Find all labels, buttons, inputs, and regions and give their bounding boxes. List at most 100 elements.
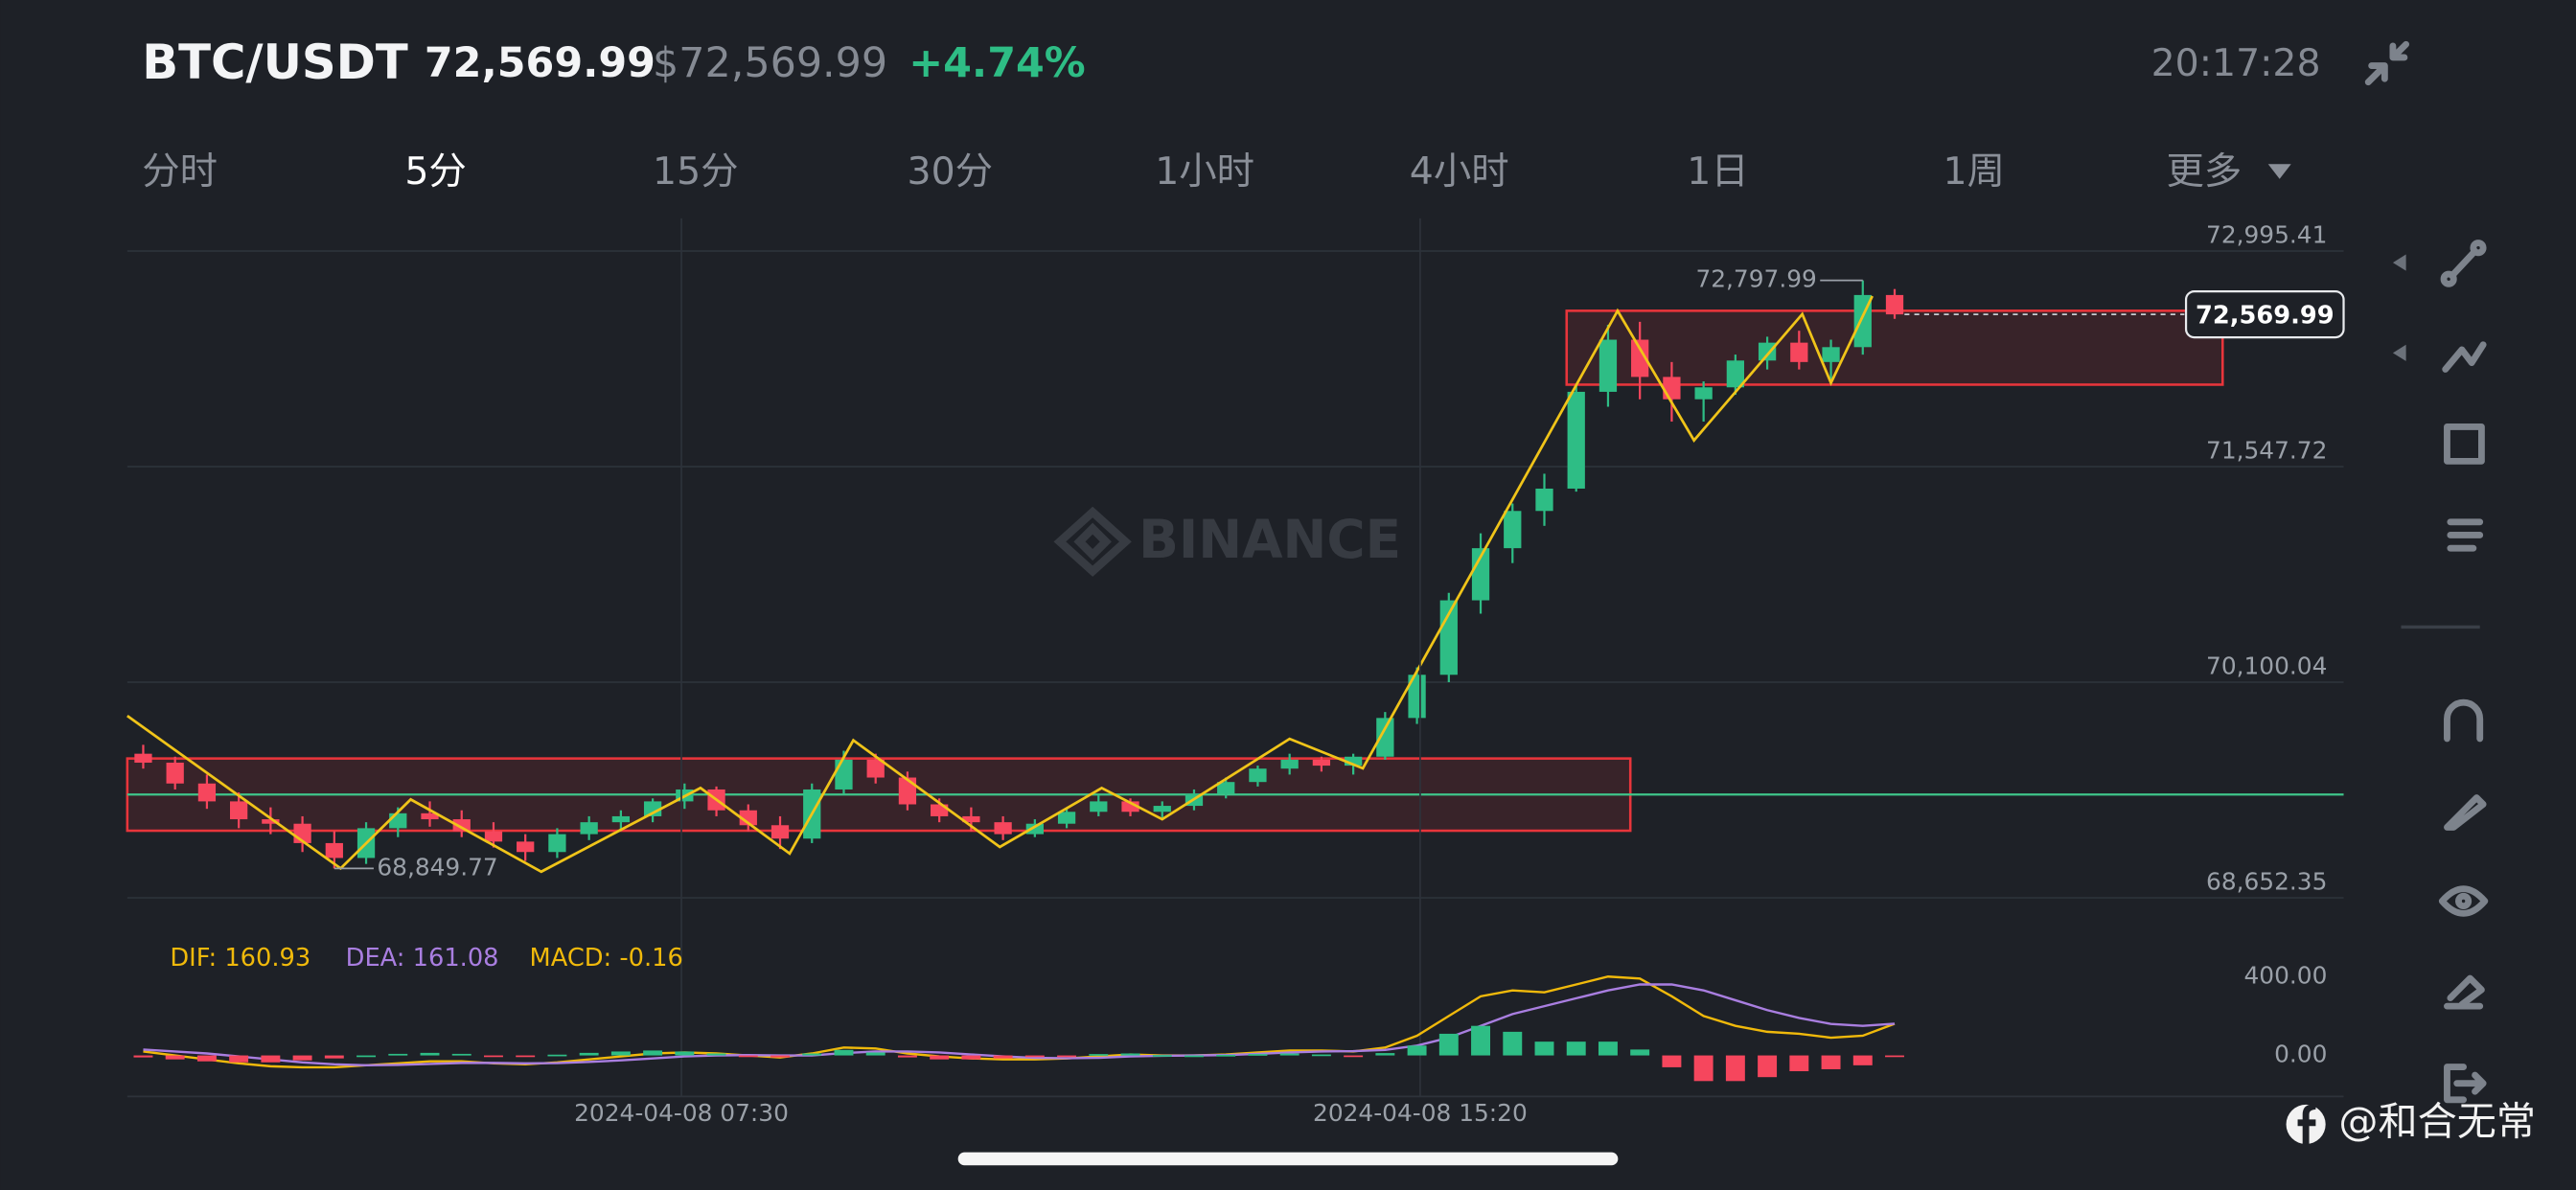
y-tick-label: 71,547.72 (2206, 437, 2327, 465)
candle-body (262, 819, 280, 824)
separator (2401, 625, 2480, 629)
histogram-bar (261, 1055, 281, 1063)
credit-text: @和合无常 (2338, 1098, 2536, 1144)
histogram-bar (229, 1055, 249, 1063)
tab[interactable]: 30分 (908, 149, 994, 194)
candle-body (1090, 801, 1108, 812)
multi-line-tool[interactable] (2442, 341, 2487, 373)
histogram-bar (1311, 1054, 1331, 1057)
y-tick-label: 70,100.04 (2206, 652, 2327, 680)
candle-body (517, 841, 535, 853)
y-tick-label: 0.00 (2274, 1041, 2327, 1068)
exit-tool[interactable] (2444, 1064, 2487, 1104)
histogram-bar (1438, 1033, 1459, 1056)
watermark-text: BINANCE (1138, 509, 1401, 570)
tab[interactable]: 分时 (142, 149, 218, 194)
histogram-bar (324, 1055, 344, 1059)
legend-entry: DIF: 160.93 (170, 944, 310, 973)
clock: 20:17:28 (2151, 41, 2321, 85)
candle-body (1057, 812, 1076, 824)
candle-body (962, 815, 980, 823)
shape-tool[interactable] (2444, 423, 2485, 465)
home-indicator (957, 1152, 1619, 1166)
collapse-icon[interactable] (2364, 40, 2410, 86)
histogram-bar (1279, 1053, 1300, 1056)
candle-body (1025, 823, 1044, 835)
tab[interactable]: 1日 (1687, 149, 1748, 194)
high-label: 72,797.99 (1695, 265, 1816, 293)
legend-entry: MACD: -0.16 (530, 944, 683, 973)
histogram-bar (1216, 1054, 1236, 1057)
candle-body (548, 834, 566, 853)
candle-body (1408, 675, 1426, 719)
candle-body (389, 812, 407, 829)
last-price-box (2184, 290, 2345, 339)
line-tool[interactable] (2440, 240, 2487, 287)
histogram-bar (1471, 1025, 1491, 1056)
histogram-bar (1344, 1055, 1364, 1058)
candle-body (229, 801, 248, 820)
candle-body (1631, 339, 1649, 378)
candle-body (898, 777, 917, 805)
candle-body (1217, 782, 1235, 794)
candle-body (1758, 342, 1777, 361)
candle-body (484, 831, 503, 842)
histogram-bar (961, 1055, 981, 1060)
histogram-bar (579, 1052, 599, 1056)
histogram-bar (1662, 1055, 1682, 1067)
candle-body (866, 759, 885, 778)
tab[interactable]: 15分 (653, 149, 739, 194)
tab[interactable]: 1周 (1944, 149, 2005, 194)
price: 72,569.99 (425, 39, 656, 87)
eraser-tool[interactable] (2444, 974, 2485, 1010)
histogram-bar (1152, 1055, 1172, 1057)
candle-body (1885, 294, 1904, 315)
low-label: 68,849.77 (377, 853, 497, 881)
pen-tool[interactable] (2444, 794, 2487, 831)
indicator-line (143, 983, 1896, 1067)
histogram-bar (1024, 1055, 1045, 1058)
candle-body (1535, 488, 1553, 512)
tab[interactable]: 4小时 (1410, 149, 1509, 194)
candle-body (452, 819, 471, 832)
tab[interactable]: 1小时 (1155, 149, 1254, 194)
candle-body (1280, 759, 1299, 769)
candle-body (1376, 718, 1394, 757)
eye-tool[interactable] (2438, 885, 2489, 917)
candle-body (1567, 391, 1585, 489)
histogram-bar (770, 1055, 790, 1058)
histogram-bar (451, 1053, 472, 1056)
histogram-bar (1725, 1055, 1745, 1082)
dropdown-arrow[interactable] (2267, 164, 2291, 179)
x-tick-label: 2024-04-08 15:20 (1313, 1099, 1528, 1127)
candle-body (643, 801, 662, 816)
y-tick-label: 400.00 (2244, 961, 2328, 989)
histogram-bar (165, 1055, 185, 1060)
toolbar-arrow[interactable] (2392, 344, 2406, 361)
histogram-bar (802, 1053, 822, 1056)
change: +4.74% (908, 39, 1085, 87)
histogram-bar (738, 1055, 758, 1058)
histogram-bar (897, 1055, 917, 1058)
fib-tool[interactable] (2447, 518, 2484, 552)
last-price-label: 72,569.99 (2196, 301, 2334, 330)
x-tick-label: 2024-04-08 07:30 (574, 1099, 789, 1127)
histogram-bar (993, 1055, 1013, 1059)
histogram-bar (1885, 1055, 1904, 1058)
histogram-bar (1598, 1041, 1618, 1056)
histogram-bar (834, 1049, 854, 1056)
candle-body (1153, 806, 1171, 812)
candle-body (580, 822, 598, 835)
candle-body (1439, 600, 1458, 675)
histogram-bar (133, 1055, 153, 1058)
magnet-tool[interactable] (2444, 698, 2484, 743)
histogram-bar (547, 1054, 567, 1057)
indicator-line (143, 975, 1896, 1069)
histogram-bar (1630, 1049, 1650, 1056)
tab[interactable]: 5分 (404, 149, 466, 194)
candle-body (1121, 801, 1139, 812)
toolbar-arrow[interactable] (2392, 254, 2406, 271)
tab[interactable]: 更多 (2167, 149, 2242, 194)
y-tick-label: 68,652.35 (2206, 868, 2327, 896)
candle-body (1344, 756, 1363, 767)
